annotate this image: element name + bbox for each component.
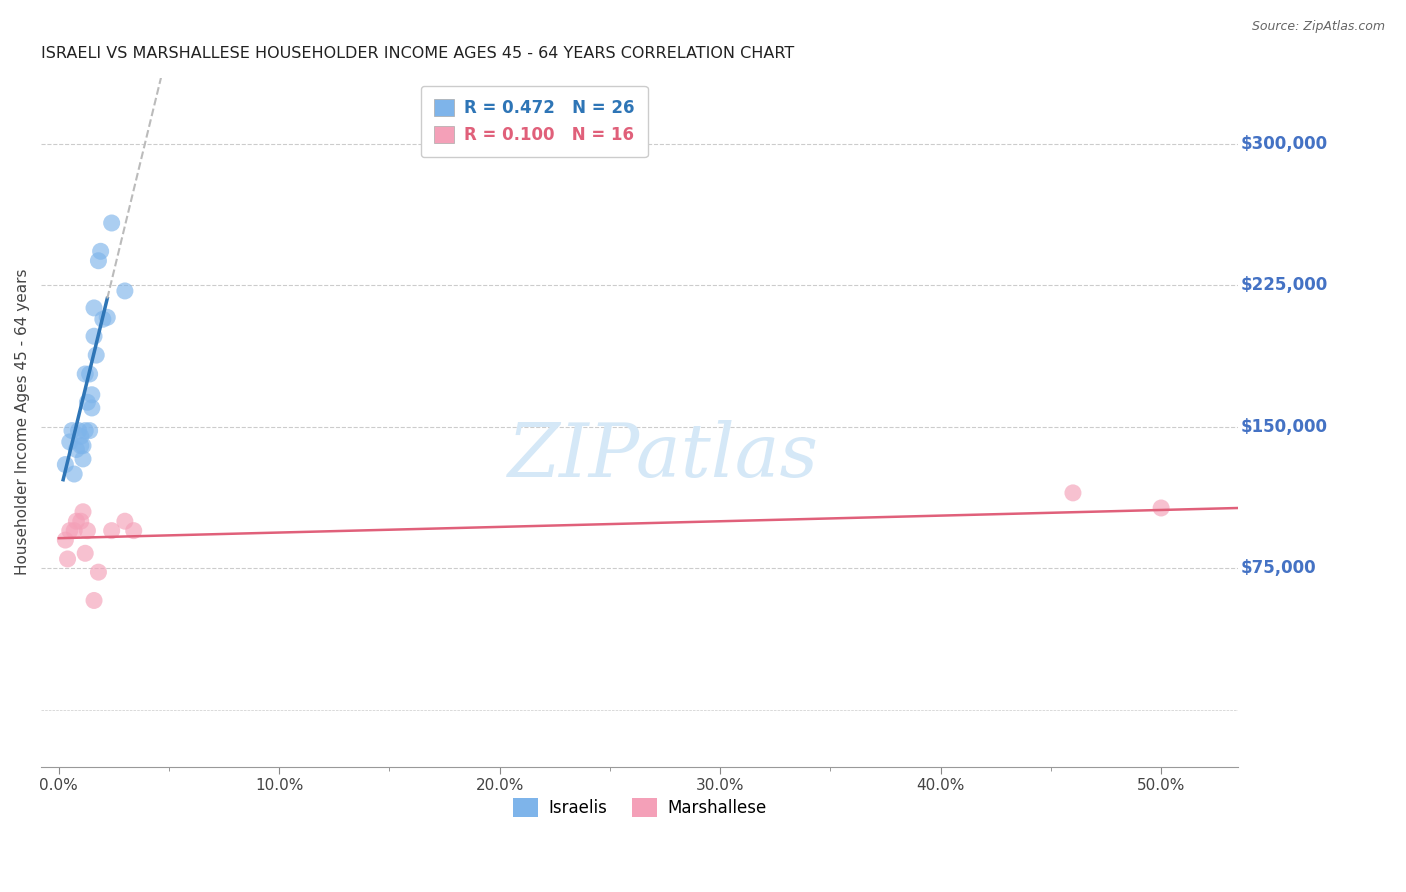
Point: [122, 524, 145, 538]
Point: [65, 442, 87, 457]
Point: [83, 329, 105, 343]
Point: [75, 367, 97, 381]
Point: [56, 552, 79, 566]
Point: [69, 514, 91, 528]
Point: [63, 467, 86, 481]
Text: $150,000: $150,000: [1240, 417, 1327, 436]
Point: [75, 546, 97, 560]
Point: [100, 216, 122, 230]
Point: [79, 367, 101, 381]
Point: [69, 439, 91, 453]
Point: [80, 401, 103, 415]
Text: $300,000: $300,000: [1240, 135, 1327, 153]
Point: [79, 424, 101, 438]
Point: [100, 524, 122, 538]
Point: [67, 424, 90, 438]
Point: [80, 388, 103, 402]
Point: [76, 524, 98, 538]
Y-axis label: Householder Income Ages 45 - 64 years: Householder Income Ages 45 - 64 years: [15, 268, 30, 575]
Point: [87, 253, 110, 268]
Point: [63, 524, 86, 538]
Point: [65, 514, 87, 528]
Point: [60, 424, 83, 438]
Point: [72, 451, 94, 466]
Text: $225,000: $225,000: [1240, 277, 1327, 294]
Point: [91, 312, 114, 326]
Point: [53, 458, 76, 472]
Point: [59, 524, 82, 538]
Point: [59, 434, 82, 449]
Text: Source: ZipAtlas.com: Source: ZipAtlas.com: [1251, 20, 1385, 33]
Point: [76, 395, 98, 409]
Text: ZIPatlas: ZIPatlas: [508, 420, 820, 492]
Point: [83, 593, 105, 607]
Point: [114, 514, 136, 528]
Point: [90, 244, 112, 259]
Point: [1150, 500, 1173, 515]
Point: [72, 505, 94, 519]
Point: [96, 310, 118, 325]
Point: [53, 533, 76, 547]
Text: $75,000: $75,000: [1240, 559, 1316, 577]
Point: [114, 284, 136, 298]
Point: [69, 429, 91, 443]
Point: [83, 301, 105, 315]
Point: [84, 348, 107, 362]
Point: [75, 424, 97, 438]
Text: ISRAELI VS MARSHALLESE HOUSEHOLDER INCOME AGES 45 - 64 YEARS CORRELATION CHART: ISRAELI VS MARSHALLESE HOUSEHOLDER INCOM…: [41, 46, 794, 62]
Legend: Israelis, Marshallese: Israelis, Marshallese: [506, 792, 773, 823]
Point: [72, 439, 94, 453]
Point: [87, 565, 110, 579]
Point: [1062, 486, 1084, 500]
